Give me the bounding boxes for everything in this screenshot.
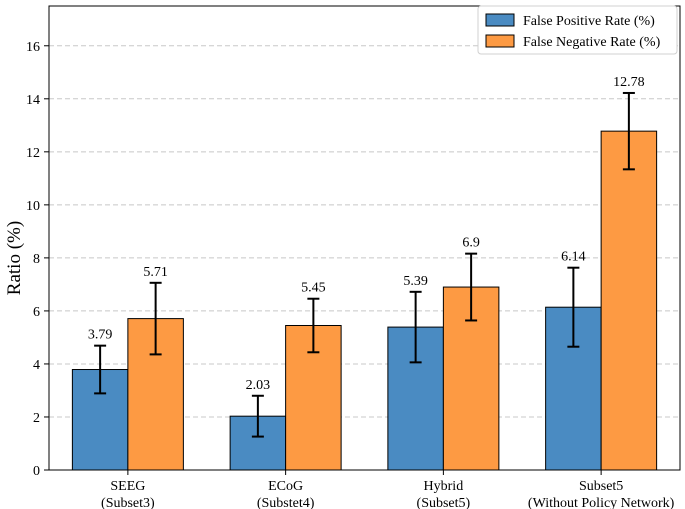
- value-label: 2.03: [246, 378, 271, 393]
- y-tick-label: 12: [26, 146, 40, 161]
- y-tick-label: 4: [33, 358, 40, 373]
- error-bars: [94, 91, 635, 438]
- value-labels: 3.79 2.03 5.39 6.14 5.71 5.45 6.9 12.78: [88, 75, 645, 393]
- x-tick-label: SEEG (Subset3): [101, 479, 155, 509]
- value-label: 3.79: [88, 328, 113, 343]
- value-label: 12.78: [613, 75, 645, 90]
- bars: [71, 130, 658, 471]
- y-tick-label: 16: [26, 40, 40, 55]
- y-tick-label: 6: [33, 305, 40, 320]
- value-label: 6.14: [561, 250, 586, 265]
- legend-swatch: [485, 13, 515, 27]
- legend-label: False Positive Rate (%): [523, 14, 655, 29]
- y-axis-title: Ratio (%): [4, 221, 25, 295]
- x-tick-label: ECoG (Substet4): [257, 479, 315, 509]
- legend-swatch: [485, 34, 515, 48]
- y-tick-label: 2: [33, 411, 40, 426]
- legend-box: [477, 5, 678, 55]
- value-label: 5.71: [143, 265, 168, 280]
- value-label: 5.45: [301, 281, 326, 296]
- x-tick-label: Hybrid (Subset5): [417, 479, 471, 509]
- y-tick-label: 0: [33, 464, 40, 479]
- plot-frame: [48, 5, 681, 471]
- axes: 0 2 4 6 8 10 12 14 16 SEEG (Subset3) ECoG (Substet4)…: [26, 5, 681, 509]
- y-tick-label: 14: [26, 93, 40, 108]
- y-tick-label: 10: [26, 199, 40, 214]
- x-tick-label: Subset5 (Without Policy Network): [528, 479, 675, 509]
- value-label: 5.39: [403, 274, 428, 289]
- legend: False Positive Rate (%) False Negative Ra…: [477, 5, 678, 55]
- value-label: 6.9: [462, 236, 480, 251]
- bar: [600, 130, 658, 471]
- legend-label: False Negative Rate (%): [523, 35, 661, 50]
- y-tick-label: 8: [33, 252, 40, 267]
